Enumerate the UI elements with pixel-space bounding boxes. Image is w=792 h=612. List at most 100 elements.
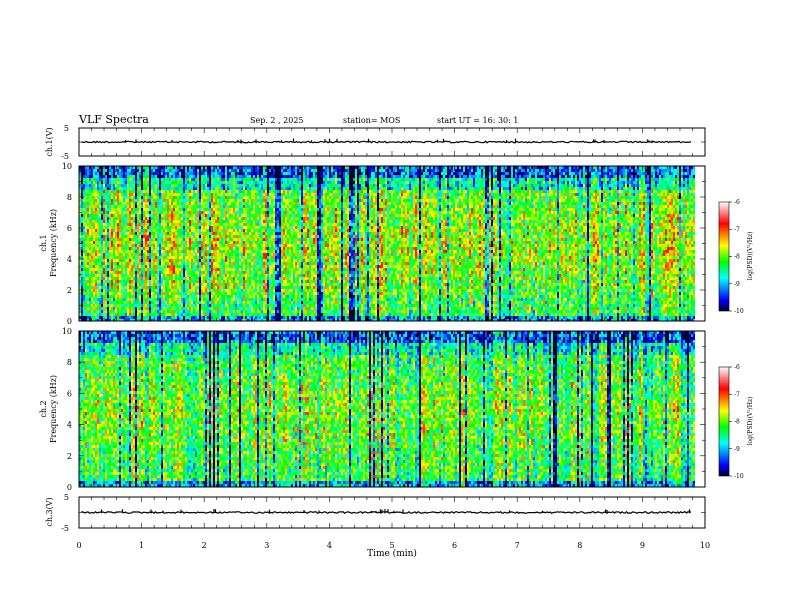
spectrogram-cell	[229, 280, 231, 283]
spectrogram-cell	[87, 262, 89, 265]
spectrogram-cell	[265, 196, 267, 199]
spectrogram-cell	[253, 313, 255, 316]
spectrogram-cell	[117, 196, 119, 199]
spectrogram-cell	[79, 277, 81, 280]
spectrogram-cell	[171, 256, 173, 259]
spectrogram-cell	[131, 283, 133, 286]
spectrogram-cell	[255, 166, 257, 169]
spectrogram-cell	[179, 235, 181, 238]
spectrogram-cell	[87, 235, 89, 238]
spectrogram-cell	[197, 292, 199, 295]
spectrogram-cell	[225, 250, 227, 253]
spectrogram-cell	[263, 304, 265, 307]
spectrogram-cell	[259, 196, 261, 199]
spectrogram-cell	[107, 166, 109, 169]
spectrogram-cell	[157, 301, 159, 304]
spectrogram-cell	[257, 286, 259, 289]
spectrogram-cell	[235, 196, 237, 199]
spectrogram-cell	[103, 226, 105, 229]
spectrogram-cell	[187, 190, 189, 193]
spectrogram-cell	[205, 172, 207, 175]
spectrogram-cell	[161, 199, 163, 202]
spectrogram-cell	[263, 259, 265, 262]
spectrogram-cell	[251, 214, 253, 217]
spectrogram-cell	[89, 310, 91, 313]
spectrogram-cell	[237, 214, 239, 217]
spectrogram-cell	[137, 211, 139, 214]
spectrogram-cell	[161, 289, 163, 292]
spectrogram-cell	[245, 223, 247, 226]
spectrogram-cell	[83, 292, 85, 295]
spectrogram-cell	[209, 247, 211, 250]
spectrogram-cell	[239, 181, 241, 184]
spectrogram-cell	[131, 214, 133, 217]
spectrogram-cell	[205, 202, 207, 205]
spectrogram-cell	[147, 214, 149, 217]
spectrogram-cell	[231, 313, 233, 316]
spectrogram-cell	[261, 181, 263, 184]
spectrogram-cell	[251, 295, 253, 298]
spectrogram-cell	[117, 250, 119, 253]
spectrogram-cell	[85, 187, 87, 190]
spectrogram-cell	[261, 193, 263, 196]
spectrogram-cell	[239, 193, 241, 196]
spectrogram-cell	[153, 223, 155, 226]
spectrogram-cell	[175, 295, 177, 298]
spectrogram-cell	[223, 316, 225, 319]
spectrogram-cell	[121, 211, 123, 214]
spectrogram-cell	[241, 235, 243, 238]
spectrogram-cell	[101, 313, 103, 316]
spectrogram-cell	[261, 190, 263, 193]
spectrogram-cell	[157, 169, 159, 172]
spectrogram-cell	[149, 217, 151, 220]
spectrogram-cell	[209, 316, 211, 319]
spectrogram-cell	[107, 268, 109, 271]
spectrogram-cell	[241, 196, 243, 199]
spectrogram-cell	[137, 283, 139, 286]
spectrogram-cell	[189, 214, 191, 217]
spectrogram-cell	[177, 181, 179, 184]
spectrogram-cell	[89, 259, 91, 262]
spectrogram-cell	[195, 229, 197, 232]
spectrogram-cell	[179, 289, 181, 292]
spectrogram-cell	[105, 220, 107, 223]
spectrogram-cell	[233, 280, 235, 283]
spectrogram-cell	[113, 211, 115, 214]
spectrogram-cell	[81, 205, 83, 208]
spectrogram-cell	[141, 205, 143, 208]
spectrogram-cell	[127, 169, 129, 172]
spectrogram-cell	[87, 289, 89, 292]
spectrogram-cell	[229, 217, 231, 220]
spectrogram-cell	[187, 265, 189, 268]
spectrogram-cell	[109, 226, 111, 229]
spectrogram-cell	[157, 256, 159, 259]
spectrogram-cell	[131, 244, 133, 247]
spectrogram-cell	[249, 202, 251, 205]
spectrogram-cell	[207, 220, 209, 223]
spectrogram-cell	[211, 286, 213, 289]
spectrogram-cell	[153, 172, 155, 175]
spectrogram-cell	[93, 316, 95, 319]
spectrogram-cell	[227, 235, 229, 238]
spectrogram-cell	[179, 259, 181, 262]
spectrogram-cell	[203, 196, 205, 199]
spectrogram-cell	[263, 181, 265, 184]
spectrogram-cell	[145, 196, 147, 199]
spectrogram-cell	[181, 208, 183, 211]
spectrogram-cell	[231, 184, 233, 187]
spectrogram-cell	[227, 259, 229, 262]
spectrogram-cell	[121, 286, 123, 289]
spectrogram-cell	[177, 211, 179, 214]
spectrogram-cell	[137, 304, 139, 307]
spectrogram-cell	[245, 286, 247, 289]
spectrogram-cell	[91, 313, 93, 316]
spectrogram-cell	[263, 268, 265, 271]
spectrogram-cell	[93, 199, 95, 202]
spectrogram-cell	[211, 193, 213, 196]
spectrogram-cell	[257, 238, 259, 241]
spectrogram-cell	[251, 319, 253, 321]
spectrogram-cell	[143, 205, 145, 208]
spectrogram-cell	[125, 196, 127, 199]
spectrogram-cell	[193, 271, 195, 274]
spectrogram-cell	[193, 277, 195, 280]
